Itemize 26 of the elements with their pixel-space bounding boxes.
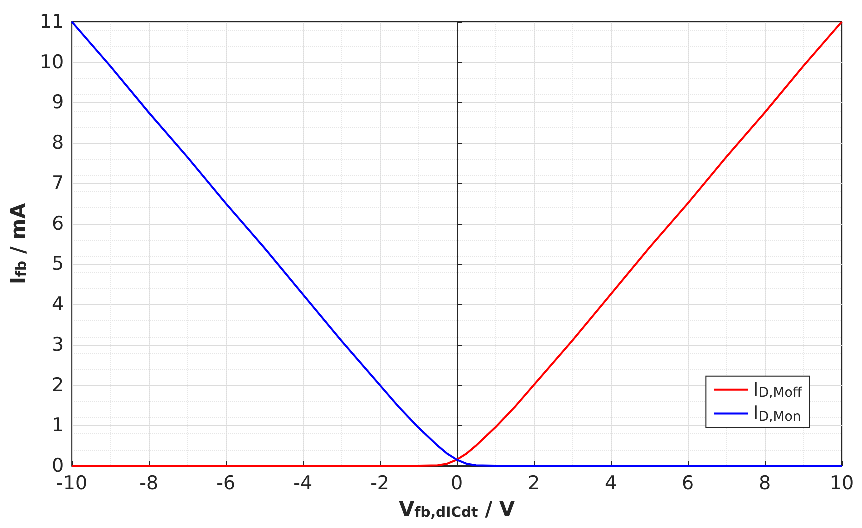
x-tick-label: 6 — [682, 472, 694, 494]
y-tick-label: 11 — [40, 11, 64, 33]
y-tick-label: 6 — [52, 212, 64, 235]
x-tick-label: 8 — [758, 472, 772, 494]
x-tick-label: -8 — [140, 472, 159, 494]
x-tick-label: -6 — [216, 472, 236, 494]
legend-label: ID,Moff — [753, 378, 803, 402]
x-tick-label: 10 — [830, 472, 854, 494]
line-series — [71, 21, 843, 467]
x-tick-label: -2 — [370, 472, 390, 494]
x-tick-label: 4 — [604, 472, 618, 494]
y-tick-label: 5 — [52, 253, 64, 276]
legend-label: ID,Mon — [753, 402, 802, 425]
x-axis-title: Vfb,dICdt / V — [399, 497, 516, 521]
x-tick-label: -4 — [294, 472, 313, 494]
y-tick-label: 2 — [52, 374, 64, 396]
x-tick-label: 0 — [450, 472, 464, 494]
y-tick-label: 3 — [52, 334, 64, 356]
y-tick-label: 8 — [52, 132, 64, 154]
y-tick-label: 7 — [52, 172, 64, 194]
y-tick-label: 10 — [40, 51, 64, 74]
x-tick-label: 2 — [528, 472, 540, 494]
y-axis-title: Ifb / mA — [6, 202, 30, 285]
y-tick-label: 9 — [52, 92, 64, 114]
y-tick-label: 4 — [52, 294, 64, 316]
y-tick-label: 1 — [52, 414, 64, 437]
